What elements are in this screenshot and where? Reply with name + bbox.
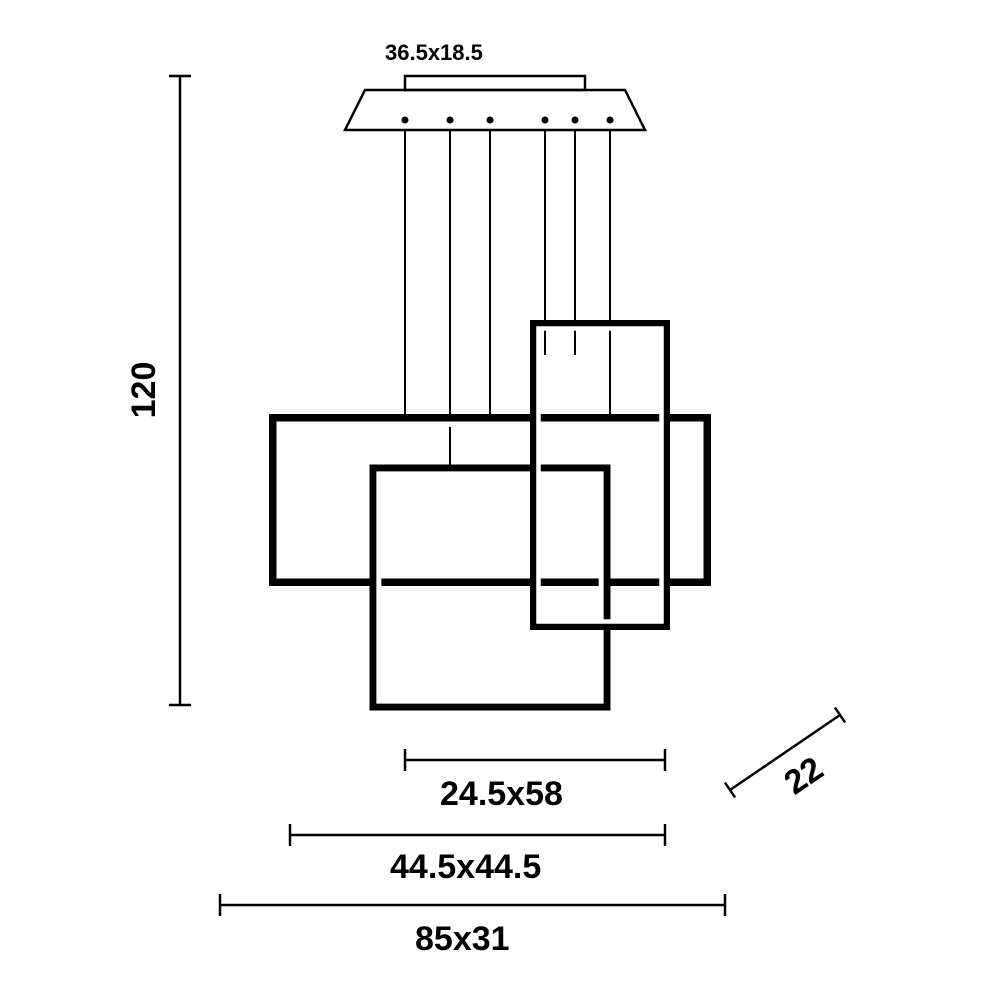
- dim-height-label: 120: [125, 362, 163, 419]
- frame-medium-inner: [379, 474, 601, 701]
- cable-dot-2: [487, 117, 494, 124]
- dim-top-label: 36.5x18.5: [385, 40, 483, 65]
- technical-drawing: 120 24.5x58 44.5x44.5 85x31 22 36.5x18.5: [0, 0, 999, 999]
- dim-large-label: 85x31: [415, 920, 510, 958]
- cable-dot-3: [542, 117, 549, 124]
- frame-medium: [375, 470, 605, 705]
- frame-large-inner: [279, 424, 701, 576]
- dim-depth-tick1: [725, 783, 735, 798]
- dim-depth-label: 22: [777, 750, 830, 803]
- cable-dot-5: [607, 117, 614, 124]
- canopy-top: [405, 76, 585, 90]
- dim-depth-tick2: [835, 708, 845, 723]
- cable-dot-4: [572, 117, 579, 124]
- dim-mid-label: 44.5x44.5: [390, 848, 541, 886]
- frame-large: [275, 420, 705, 580]
- cable-dot-1: [447, 117, 454, 124]
- cable-dot-0: [402, 117, 409, 124]
- canopy-body: [345, 90, 645, 130]
- dim-small-label: 24.5x58: [440, 775, 563, 813]
